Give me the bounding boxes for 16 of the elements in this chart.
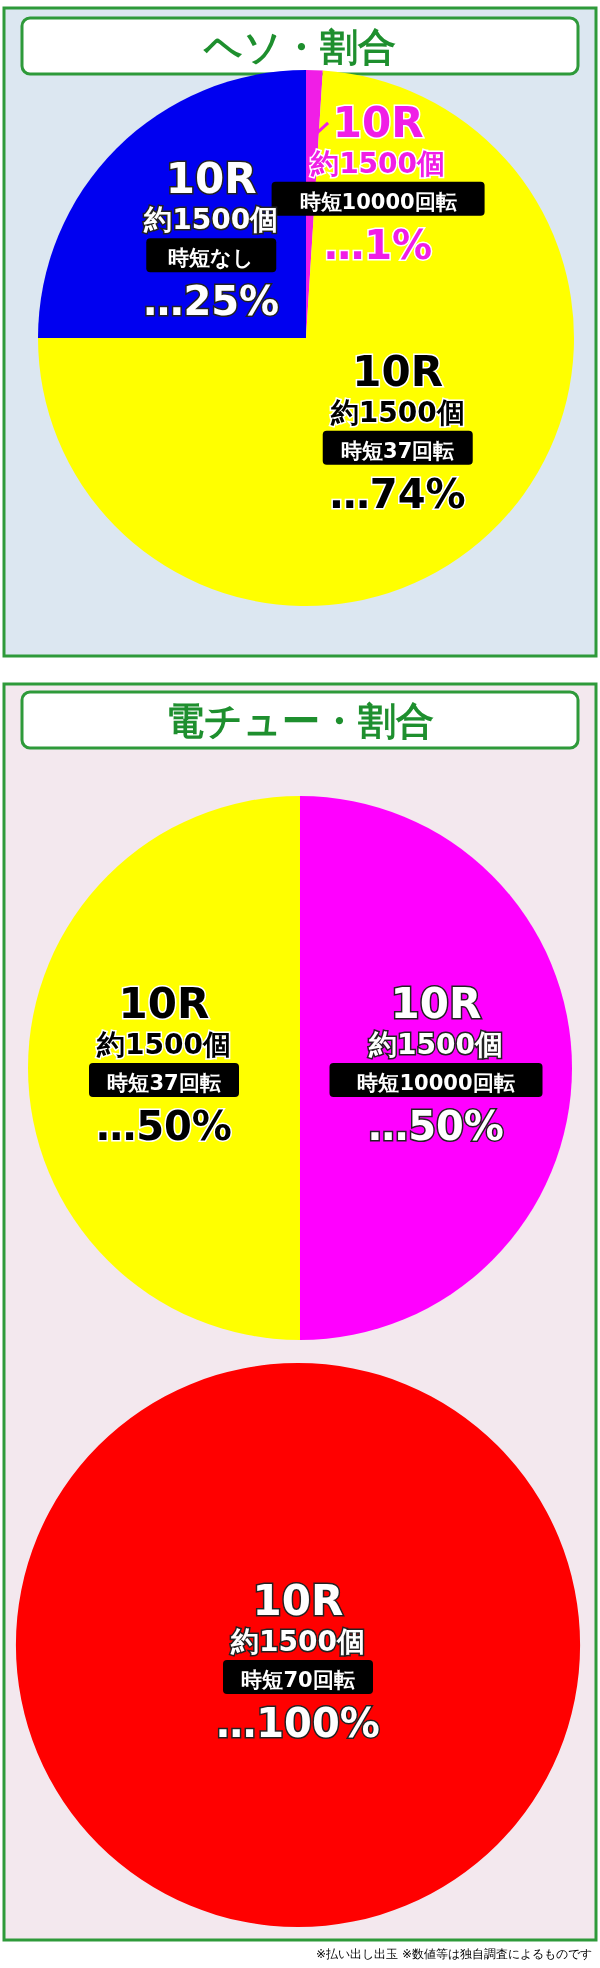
slice-label: 10R約1500個時短なし xyxy=(143,154,279,271)
data-label: …25% xyxy=(143,278,280,325)
slice-label: 10R約1500個時短37回転 xyxy=(329,346,465,463)
pie-slice xyxy=(28,796,300,1340)
slice-label: 10R約1500個時短70回転 xyxy=(230,1576,365,1692)
data-label: …50% xyxy=(96,1103,232,1149)
chart-title: 電チュー・割合 xyxy=(166,699,434,743)
pie-slice xyxy=(300,796,572,1340)
data-label: …74% xyxy=(329,470,466,517)
text: ※払い出し出玉 ※数値等は独自調査によるものです xyxy=(316,1947,592,1961)
slice-label: 10R約1500個時短37回転 xyxy=(96,979,231,1095)
slice-label: 10R約1500個時短10000回転 xyxy=(357,979,515,1095)
data-label: …50% xyxy=(368,1103,504,1149)
data-label: …100% xyxy=(216,1700,380,1746)
chart-title: ヘソ・割合 xyxy=(203,25,396,69)
data-label: …1% xyxy=(324,221,433,268)
